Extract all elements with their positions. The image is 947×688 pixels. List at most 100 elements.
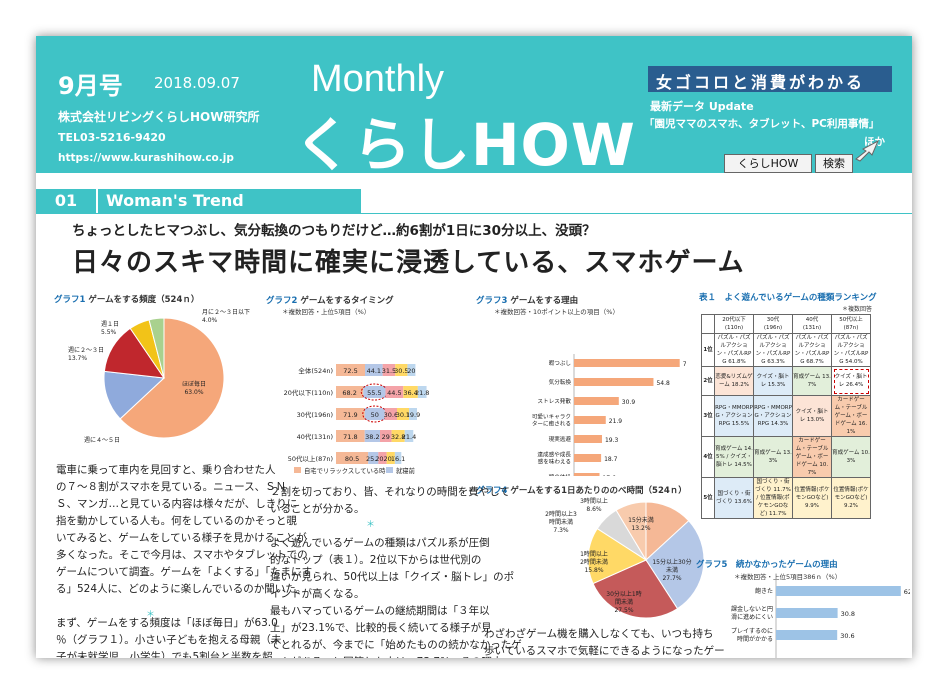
graph2-bar-value: 44.1 bbox=[367, 367, 381, 375]
graph1-label: ほぼ毎日 bbox=[182, 380, 206, 388]
graph4-slice bbox=[645, 520, 705, 610]
graph2-bar-value: 20.7 bbox=[375, 455, 389, 463]
graph2-bar-value: 19.9 bbox=[406, 411, 420, 419]
graph1-label: 月に２～３日以下 bbox=[202, 309, 250, 316]
graph4-label: 3時間以上 bbox=[580, 497, 608, 505]
graph2-bar-segment bbox=[363, 386, 386, 398]
graph3-category-label: 気分転換 bbox=[549, 378, 572, 386]
graph1-title: グラフ1 ゲームをする頻度（524ｎ） bbox=[54, 293, 199, 305]
search-button[interactable]: 検索 bbox=[815, 154, 853, 173]
graph2-bar-value: 71.8 bbox=[343, 433, 357, 441]
graph5-bar-value: 30.6 bbox=[840, 632, 854, 640]
graph4-label: 15分以上30分 bbox=[652, 558, 691, 566]
table-column-header: 30代 (196n) bbox=[753, 314, 793, 334]
graph3-bar bbox=[574, 359, 680, 367]
graph4-label: 2時間以上3 bbox=[545, 510, 577, 518]
graph2-bar-value: 20 bbox=[407, 367, 415, 375]
graph2-category-label: 40代(131n) bbox=[297, 432, 333, 441]
graph3-category-label: 現実逃避 bbox=[549, 435, 572, 443]
masthead-title: くらしHOW bbox=[294, 111, 636, 179]
table-column-header: 40代 (131n) bbox=[792, 314, 832, 334]
graph2-bar-segment bbox=[403, 386, 418, 398]
graph2-bar-segment bbox=[368, 452, 379, 464]
ranking-table: 20代以下 (110n) 30代 (196n) 40代 (131n) 50代以上 (8… bbox=[701, 314, 871, 519]
graph2-bar-segment bbox=[417, 386, 427, 398]
graph3-title: グラフ3 ゲームをする理由 bbox=[476, 294, 578, 306]
issue-date: 2018.09.07 bbox=[154, 74, 240, 92]
search-field[interactable]: くらしHOW bbox=[724, 154, 812, 173]
graph5-bar-value: 30.8 bbox=[841, 610, 855, 618]
update-topic: 「園児ママのスマホ、タブレット、PC利用事情」 bbox=[644, 118, 880, 130]
graph5-bar bbox=[776, 608, 838, 618]
graph3-category-label: 頭の体操 bbox=[549, 473, 572, 476]
graph2-bar-segment bbox=[336, 430, 365, 442]
divider-star-2: ＊ bbox=[366, 520, 376, 530]
table-row-header: 1位 bbox=[701, 333, 715, 367]
company-url[interactable]: https://www.kurashihow.co.jp bbox=[58, 152, 234, 164]
newsletter-page: 9月号 2018.09.07 株式会社リビングくらしHOW研究所 TEL03-5… bbox=[36, 36, 912, 658]
body-text-line: 指を動かしている人も。何をしているのかそっと覗 bbox=[56, 515, 297, 527]
graph2-legend-label: 自宅でリラックスしている時 bbox=[304, 466, 386, 475]
cursor-arrow-icon bbox=[855, 139, 880, 162]
graph2-bar-segment bbox=[365, 364, 383, 376]
body-text-line: の７～８割がスマホを見ている。ニュース、ＳＮ bbox=[56, 481, 287, 493]
section-number: 01 bbox=[36, 189, 96, 213]
graph3-category-label: 達成感や成長 bbox=[537, 451, 571, 459]
table-cell: 育成ゲーム 14.5% / クイズ・脳トレ 14.5% bbox=[714, 436, 754, 478]
table-column-header: 20代以下 (110n) bbox=[714, 314, 754, 334]
table-cell: パズル・パズルアクション・パズルRPG 68.7% bbox=[792, 333, 832, 367]
tagline-box bbox=[648, 66, 892, 92]
body-text-line: 多くなった。そこで今月は、スマホやタブレットでの bbox=[56, 549, 308, 561]
graph2-bar-value: 50 bbox=[371, 411, 379, 419]
graph2-bar-value: 31.5 bbox=[382, 367, 396, 375]
graph5-bar-value: 62.4 bbox=[904, 588, 910, 596]
graph2-bar-value: 25.3 bbox=[366, 455, 380, 463]
body-text-line: イントが高くなる。 bbox=[270, 588, 365, 600]
graph4-label: 27.7% bbox=[662, 575, 681, 582]
body-column-2: ２割を切っており、皆、それなりの時間を費やして いることが分かる。よく遊んでいるゲ… bbox=[270, 484, 522, 658]
graph3-bar bbox=[574, 416, 606, 424]
graph2-stacked-bar-chart: 全体(524n) 72.5 44.1 31.530.520 20代以下(110n) 68.… bbox=[284, 364, 429, 475]
graph5-bar bbox=[776, 586, 901, 596]
body-text-line: いることが分かる。 bbox=[270, 503, 365, 515]
graph2-legend-label: 就寝前 bbox=[396, 466, 415, 475]
graph4-label: 未満 bbox=[666, 566, 678, 574]
graph2-legend-swatch bbox=[386, 467, 393, 473]
graph4-label: 27.5% bbox=[614, 607, 633, 614]
graph1-slice bbox=[103, 327, 166, 379]
graph4-title-text: ゲームをする1日あたりののべ時間（524ｎ） bbox=[510, 486, 687, 496]
graph3-bar-chart: 暇つぶし 72.9 気分転換 54.8 ストレス発散 30.9 可愛いキャラクターに癒される… bbox=[532, 354, 686, 476]
body-text-line: 子が未就学児、小学生）でも5割台と半数を超 bbox=[56, 651, 273, 658]
graph2-bar-value: 30.5 bbox=[394, 367, 408, 375]
graph3-title-text: ゲームをする理由 bbox=[510, 296, 579, 306]
graph1-label: 週に２～３日 bbox=[68, 346, 104, 354]
graph2-bar-segment bbox=[378, 452, 387, 464]
body-text-line: ２割を切っており、皆、それなりの時間を費やして bbox=[270, 486, 510, 498]
body-text-line: Ｓ、マンガ…と見ている内容は様々だが、しきりに bbox=[56, 498, 298, 510]
body-text-line: まず、ゲームをする頻度は「ほぼ毎日」が63.0 bbox=[56, 617, 278, 629]
table1-note: ＊複数回答 bbox=[842, 306, 873, 313]
table-cell: カードゲーム・テーブルゲーム・ボードゲーム 16.1% bbox=[831, 395, 871, 437]
table-cell: パズル・パズルアクション・パズルRPG 54.0% bbox=[831, 333, 871, 367]
company-tel: TEL03-5216-9420 bbox=[58, 131, 166, 144]
graph2-bar-value: 38.2 bbox=[365, 433, 379, 441]
table-cell: パズル・パズルアクション・パズルRPG 63.3% bbox=[753, 333, 793, 367]
table-cell: パズル・パズルアクション・パズルRPG 61.8% bbox=[714, 333, 754, 367]
graph1-pie-chart: ほぼ毎日63.0%週に４～５日13.7%週に２～３日13.7%週１日5.5%月に… bbox=[68, 309, 250, 444]
body-text-line: わざわざゲーム機を購入しなくても、いつも持ち bbox=[484, 628, 714, 640]
graph3-category-label: 暇つぶし bbox=[549, 360, 572, 367]
graph2-bar-value: 30.1 bbox=[396, 411, 410, 419]
graph1-label: 63.0% bbox=[184, 389, 203, 396]
graph2-bar-value: 20.7 bbox=[383, 455, 397, 463]
graph2-bar-value: 68.2 bbox=[342, 389, 356, 397]
masthead-monthly: Monthly bbox=[311, 58, 445, 100]
graph2-bar-segment bbox=[395, 364, 408, 376]
graph5-category-label: 時間がかかる bbox=[737, 635, 773, 643]
table-row: 4位 育成ゲーム 14.5% / クイズ・脳トレ 14.5% 育成ゲーム 13.3%… bbox=[701, 436, 871, 478]
section-title: Woman's Trend bbox=[98, 189, 361, 213]
graph3-prefix: グラフ3 bbox=[476, 296, 508, 306]
body-text-line: よく遊んでいるゲームの種類はパズル系が圧倒 bbox=[270, 537, 490, 549]
graph2-title: グラフ2 ゲームをするタイミング bbox=[266, 294, 394, 306]
graph4-title: グラフ4 ゲームをする1日あたりののべ時間（524ｎ） bbox=[476, 484, 687, 496]
graph3-bar-value: 21.9 bbox=[609, 418, 623, 425]
